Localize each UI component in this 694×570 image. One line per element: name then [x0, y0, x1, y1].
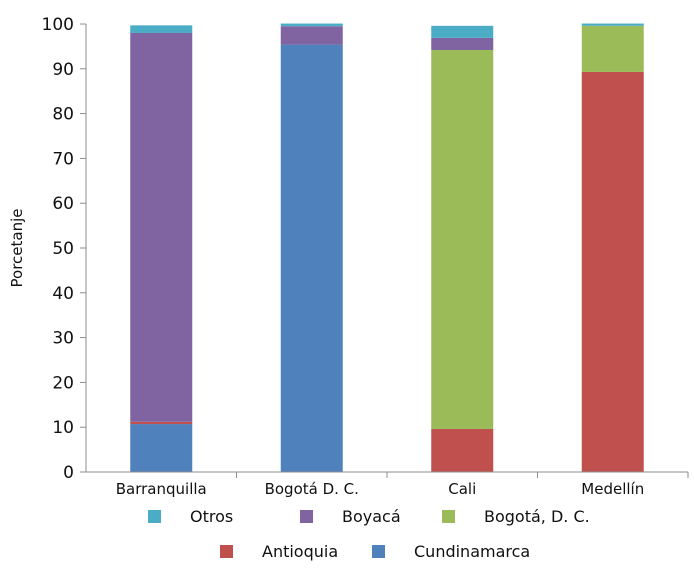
bar-segment-antioquia — [581, 71, 644, 472]
bar-segment-cundinamarca — [280, 44, 343, 472]
y-axis-ticks: 0 10 20 30 40 50 60 70 80 90 100 — [42, 15, 86, 483]
y-tick-label: 70 — [52, 149, 74, 169]
y-tick-label: 80 — [52, 105, 74, 125]
legend-label: Boyacá — [342, 507, 401, 526]
bar-segment-otros — [280, 23, 343, 27]
legend: Otros Boyacá Bogotá, D. C. Antioquia Cundina… — [148, 507, 590, 561]
x-category-label: Medellín — [581, 480, 644, 498]
bar-segment-boyac- — [431, 37, 494, 50]
legend-swatch — [300, 510, 313, 523]
bar-segment-bogot-d-c- — [431, 49, 494, 429]
legend-swatch — [442, 510, 455, 523]
y-axis-title: Porcetanje — [8, 209, 26, 288]
y-tick-label: 40 — [52, 284, 74, 304]
bar-segment-otros — [431, 25, 494, 38]
bar-segment-bogot-d-c- — [581, 25, 644, 72]
x-category-label: Bogotá D. C. — [265, 480, 359, 498]
bar-segment-otros — [581, 23, 644, 26]
y-tick-label: 50 — [52, 239, 74, 259]
bar-segment-boyac- — [130, 32, 193, 422]
y-tick-label: 30 — [52, 329, 74, 349]
legend-swatch — [220, 545, 233, 558]
y-tick-label: 10 — [52, 418, 74, 438]
x-category-label: Cali — [448, 480, 476, 498]
bars — [130, 23, 644, 472]
y-tick-label: 90 — [52, 60, 74, 80]
bar-segment-otros — [130, 25, 193, 33]
legend-swatch — [372, 545, 385, 558]
x-category-label: Barranquilla — [116, 480, 207, 498]
y-tick-label: 20 — [52, 373, 74, 393]
y-tick-label: 0 — [63, 463, 74, 483]
legend-label: Otros — [190, 507, 233, 526]
legend-swatch — [148, 510, 161, 523]
legend-label: Bogotá, D. C. — [484, 507, 590, 526]
y-tick-label: 100 — [42, 15, 74, 35]
legend-label: Cundinamarca — [414, 542, 530, 561]
bar-segment-antioquia — [130, 421, 193, 425]
legend-label: Antioquia — [262, 542, 338, 561]
bar-segment-boyac- — [280, 26, 343, 45]
y-tick-label: 60 — [52, 194, 74, 214]
bar-segment-cundinamarca — [130, 424, 193, 472]
x-axis-ticks: Barranquilla Bogotá D. C. Cali Medellín — [116, 472, 689, 498]
bar-segment-antioquia — [431, 428, 494, 472]
